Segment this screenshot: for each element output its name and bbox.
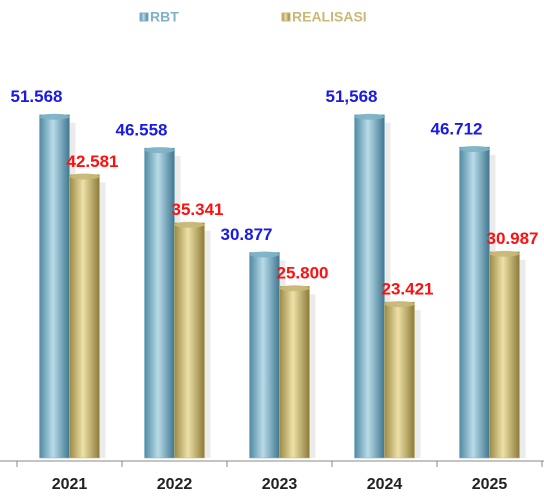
bar-cap bbox=[144, 147, 175, 154]
bar bbox=[384, 301, 415, 459]
data-label: 46.712 bbox=[431, 120, 483, 139]
data-label: 30.987 bbox=[487, 229, 539, 248]
x-tick-label: 2021 bbox=[52, 476, 88, 493]
data-label: 25.800 bbox=[277, 264, 329, 283]
bar bbox=[279, 286, 310, 459]
bar bbox=[354, 114, 385, 459]
bar-cap bbox=[489, 250, 520, 257]
x-tick-label: 2025 bbox=[472, 476, 508, 493]
legend-label: RBT bbox=[150, 9, 179, 25]
bar bbox=[39, 114, 70, 459]
bar-cap bbox=[174, 221, 205, 228]
x-tick-label: 2024 bbox=[367, 476, 403, 493]
data-label: 46.558 bbox=[116, 121, 168, 140]
data-label: 51,568 bbox=[326, 87, 378, 106]
legend-swatch bbox=[281, 12, 291, 22]
bar bbox=[459, 146, 490, 459]
x-tick-label: 2023 bbox=[262, 476, 298, 493]
bar-cap bbox=[279, 285, 310, 292]
bar-cap bbox=[249, 251, 280, 258]
data-label: 23.421 bbox=[382, 280, 434, 299]
legend-swatch bbox=[139, 12, 149, 22]
bar bbox=[174, 222, 205, 459]
data-label: 35.341 bbox=[172, 200, 224, 219]
x-tick-label: 2022 bbox=[157, 476, 193, 493]
bar bbox=[69, 174, 100, 459]
data-label: 51.568 bbox=[11, 87, 63, 106]
bar-cap bbox=[354, 113, 385, 120]
legend-label: REALISASI bbox=[292, 9, 367, 25]
data-label: 30.877 bbox=[221, 225, 273, 244]
bar-cap bbox=[459, 146, 490, 153]
bar bbox=[489, 251, 520, 459]
bar-cap bbox=[384, 301, 415, 308]
bar-cap bbox=[69, 173, 100, 180]
bar-cap bbox=[39, 113, 70, 120]
bar bbox=[144, 147, 175, 459]
data-label: 42.581 bbox=[67, 152, 119, 171]
bar bbox=[249, 252, 280, 459]
